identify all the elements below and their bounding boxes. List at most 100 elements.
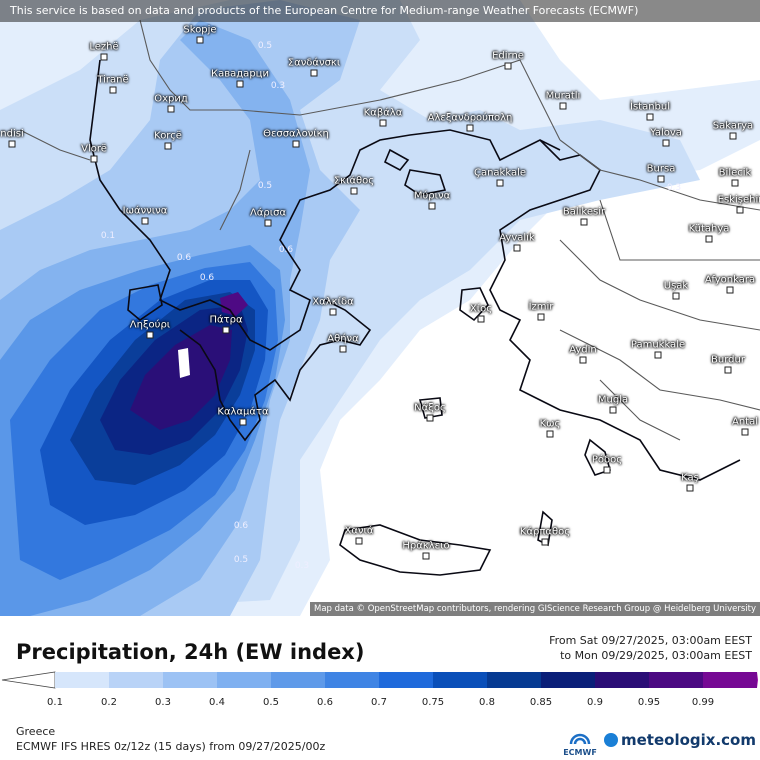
contour-value-label: 0.1 bbox=[100, 231, 116, 241]
city-label: Uşak bbox=[663, 280, 689, 292]
city-marker bbox=[329, 308, 337, 316]
city-label: Καβάλα bbox=[363, 107, 403, 119]
city-label: Σκιάθος bbox=[333, 175, 375, 187]
city-marker bbox=[100, 53, 108, 61]
city-marker bbox=[672, 292, 680, 300]
precipitation-map[interactable]: This service is based on data and produc… bbox=[0, 0, 760, 616]
city-marker bbox=[292, 140, 300, 148]
contour-value-label: 0.5 bbox=[257, 181, 273, 191]
city-marker bbox=[736, 206, 744, 214]
city-label: Pamukkale bbox=[630, 339, 686, 351]
legend-swatch bbox=[109, 672, 163, 688]
color-legend bbox=[1, 671, 758, 689]
city-marker bbox=[350, 187, 358, 195]
city-marker bbox=[239, 418, 247, 426]
city-label: Νάξος bbox=[414, 402, 446, 414]
city-label: Çanakkale bbox=[473, 167, 527, 179]
city-label: Αλεξανδρούπολη bbox=[427, 112, 513, 124]
city-marker bbox=[662, 139, 670, 147]
city-label: Korçë bbox=[154, 130, 182, 142]
city-marker bbox=[729, 132, 737, 140]
city-marker bbox=[428, 202, 436, 210]
legend-swatch bbox=[541, 672, 595, 688]
legend-tick-label: 0.5 bbox=[263, 697, 279, 708]
city-marker bbox=[731, 179, 739, 187]
ecmwf-icon bbox=[569, 733, 591, 745]
city-label: Bursa bbox=[646, 163, 676, 175]
city-label: Antal bbox=[731, 416, 759, 428]
city-label: Skopje bbox=[183, 24, 217, 36]
contour-value-label: 0.5 bbox=[257, 41, 273, 51]
city-label: Kütahya bbox=[688, 223, 730, 235]
legend-tick-label: 0.95 bbox=[637, 697, 661, 708]
contour-value-label: 0.6 bbox=[233, 521, 249, 531]
legend-arrow-high bbox=[757, 672, 758, 688]
legend-swatch bbox=[703, 672, 757, 688]
legend-swatch bbox=[433, 672, 487, 688]
city-label: Κάρπαθος bbox=[519, 526, 571, 538]
ecmwf-logo[interactable]: ECMWF bbox=[563, 728, 597, 757]
city-marker bbox=[741, 428, 749, 436]
precipitation-field bbox=[0, 0, 760, 616]
city-label: Eskişehir bbox=[717, 194, 760, 206]
contour-value-label: 0.6 bbox=[278, 245, 294, 255]
city-label: Θεσσαλονίκη bbox=[263, 128, 329, 140]
legend-tick-label: 0.75 bbox=[421, 697, 445, 708]
city-marker bbox=[579, 356, 587, 364]
city-label: Χανιά bbox=[344, 525, 374, 537]
city-label: Sakarya bbox=[712, 120, 754, 132]
city-label: Καλαμάτα bbox=[217, 406, 269, 418]
city-label: Кавадарци bbox=[211, 68, 269, 80]
city-label: Ηράκλειο bbox=[402, 540, 450, 552]
coastlines bbox=[89, 59, 741, 576]
city-label: Aydın bbox=[569, 344, 597, 356]
city-marker bbox=[724, 366, 732, 374]
city-label: Λάρισα bbox=[249, 207, 287, 219]
city-label: ndisi bbox=[0, 128, 24, 140]
legend-tick-label: 0.2 bbox=[101, 697, 117, 708]
period-from: From Sat 09/27/2025, 03:00am EEST bbox=[549, 634, 752, 647]
city-label: Edirne bbox=[492, 50, 524, 62]
city-marker bbox=[355, 537, 363, 545]
legend-swatch bbox=[595, 672, 649, 688]
city-label: Πάτρα bbox=[209, 314, 243, 326]
city-marker bbox=[705, 235, 713, 243]
city-label: Lezhë bbox=[89, 41, 119, 53]
city-marker bbox=[541, 538, 549, 546]
city-marker bbox=[496, 179, 504, 187]
legend-tick-label: 0.3 bbox=[155, 697, 171, 708]
city-marker bbox=[657, 175, 665, 183]
meteologix-logo[interactable]: meteologix.com bbox=[604, 731, 756, 749]
city-label: Muratlı bbox=[545, 90, 581, 102]
map-attribution[interactable]: Map data © OpenStreetMap contributors, r… bbox=[310, 602, 760, 616]
city-marker bbox=[609, 406, 617, 414]
city-label: Ayvalık bbox=[499, 232, 535, 244]
city-marker bbox=[8, 140, 16, 148]
city-marker bbox=[379, 119, 387, 127]
city-marker bbox=[109, 86, 117, 94]
city-marker bbox=[466, 124, 474, 132]
city-marker bbox=[310, 69, 318, 77]
city-label: Vlorë bbox=[81, 143, 107, 155]
legend-tick-label: 0.4 bbox=[209, 697, 225, 708]
city-marker bbox=[686, 484, 694, 492]
city-label: Ιωάννινα bbox=[122, 205, 168, 217]
chart-title: Precipitation, 24h (EW index) bbox=[16, 640, 365, 664]
city-label: Χαλκίδα bbox=[312, 296, 354, 308]
city-marker bbox=[422, 552, 430, 560]
meteologix-brand: meteologix.com bbox=[621, 731, 756, 749]
legend-swatch bbox=[325, 672, 379, 688]
period-to: to Mon 09/29/2025, 03:00am EEST bbox=[560, 649, 752, 662]
legend-arrow-low bbox=[1, 671, 56, 689]
city-marker bbox=[477, 315, 485, 323]
city-label: Burdur bbox=[711, 354, 745, 366]
borders bbox=[19, 19, 760, 441]
ecmwf-banner: This service is based on data and produc… bbox=[0, 0, 760, 22]
precip-area-12 bbox=[178, 348, 190, 378]
city-marker bbox=[236, 80, 244, 88]
city-marker bbox=[726, 286, 734, 294]
city-marker bbox=[513, 244, 521, 252]
city-label: İzmir bbox=[528, 301, 554, 313]
city-marker bbox=[580, 218, 588, 226]
legend-tick-label: 0.7 bbox=[371, 697, 387, 708]
